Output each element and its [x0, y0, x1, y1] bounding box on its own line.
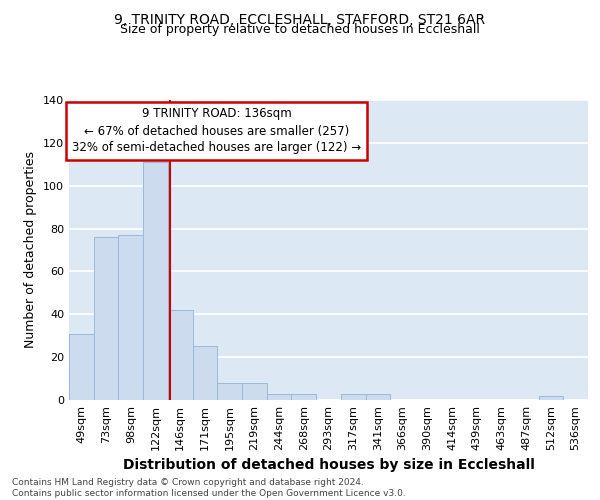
Text: 9, TRINITY ROAD, ECCLESHALL, STAFFORD, ST21 6AR: 9, TRINITY ROAD, ECCLESHALL, STAFFORD, S… [115, 12, 485, 26]
Text: Size of property relative to detached houses in Eccleshall: Size of property relative to detached ho… [120, 22, 480, 36]
Bar [94, 237, 118, 400]
Text: Contains HM Land Registry data © Crown copyright and database right 2024.
Contai: Contains HM Land Registry data © Crown c… [12, 478, 406, 498]
Y-axis label: Number of detached properties: Number of detached properties [25, 152, 37, 348]
Bar [193, 346, 217, 400]
Bar [69, 334, 94, 400]
Bar [539, 396, 563, 400]
X-axis label: Distribution of detached houses by size in Eccleshall: Distribution of detached houses by size … [122, 458, 535, 472]
Bar [168, 310, 193, 400]
Bar [242, 383, 267, 400]
Bar [292, 394, 316, 400]
Bar [217, 383, 242, 400]
Text: 9 TRINITY ROAD: 136sqm
← 67% of detached houses are smaller (257)
32% of semi-de: 9 TRINITY ROAD: 136sqm ← 67% of detached… [73, 108, 361, 154]
Bar [365, 394, 390, 400]
Bar [143, 162, 168, 400]
Bar [341, 394, 365, 400]
Bar [267, 394, 292, 400]
Bar [118, 235, 143, 400]
